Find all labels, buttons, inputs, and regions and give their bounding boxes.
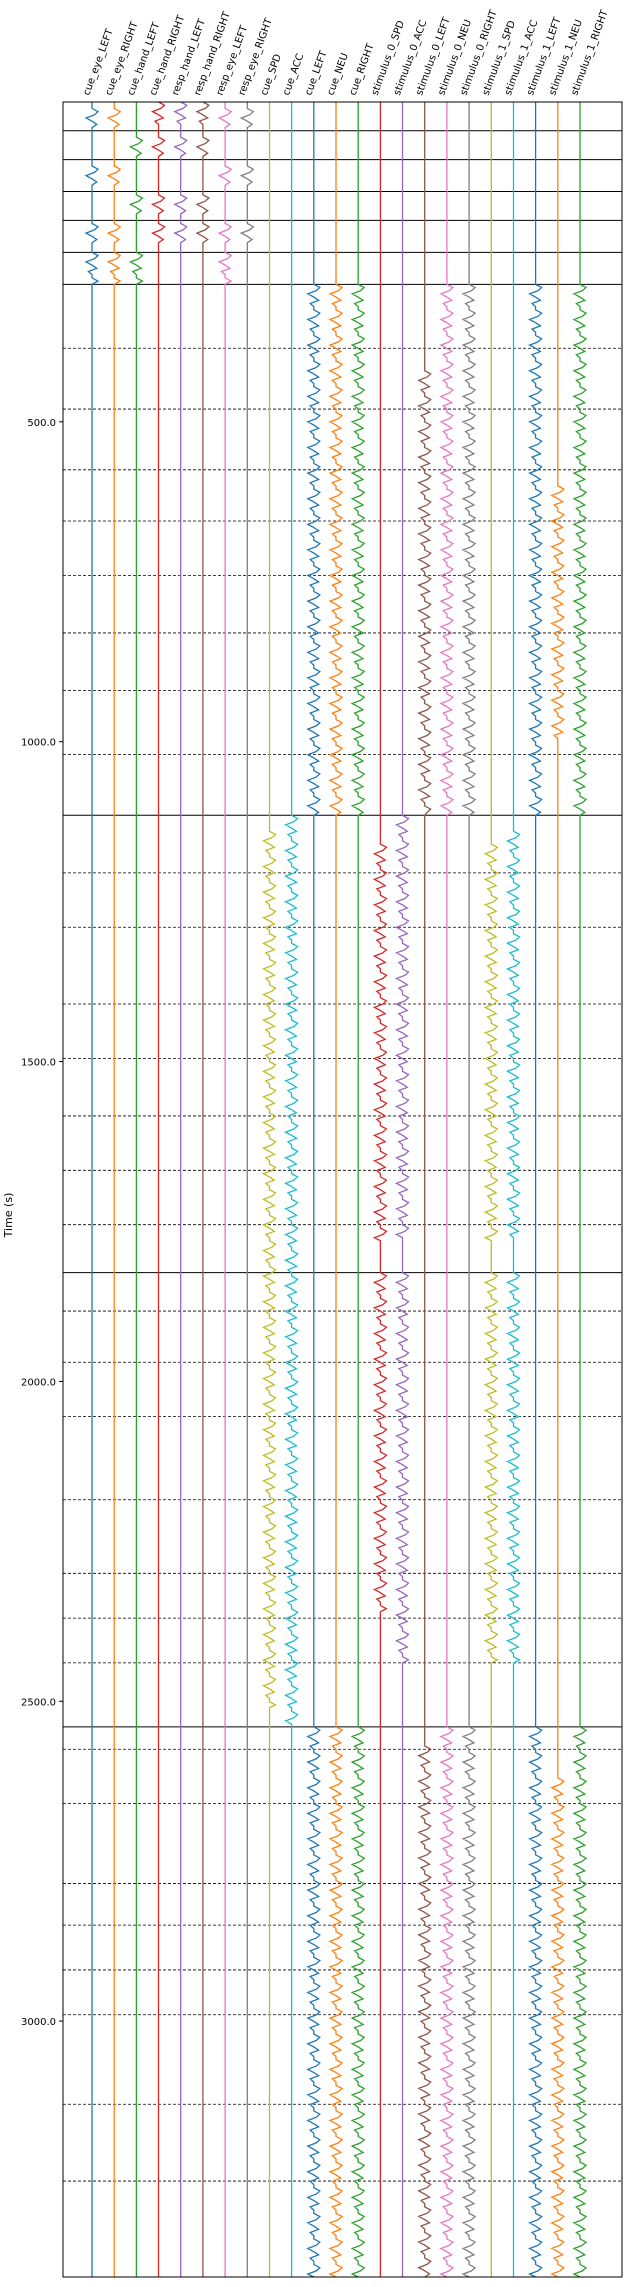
y-tick-label: 500.0	[27, 418, 56, 429]
y-axis-label: Time (s)	[2, 1193, 15, 1239]
series-line-cue_eye_RIGHT	[106, 102, 122, 2277]
series-line-stimulus_0_RIGHT	[461, 102, 477, 2278]
plot-frame	[62, 101, 623, 2278]
channel-labels: cue_eye_LEFTcue_eye_RIGHTcue_hand_LEFTcu…	[81, 8, 610, 97]
series-line-stimulus_1_NEU	[550, 102, 565, 2278]
series-line-resp_hand_RIGHT	[195, 101, 211, 2277]
series-line-stimulus_1_RIGHT	[572, 102, 588, 2278]
series-label-cue_ACC: cue_ACC	[281, 52, 306, 97]
series-line-cue_eye_LEFT	[84, 102, 100, 2277]
series-line-stimulus_1_LEFT	[527, 102, 543, 2278]
series-line-stimulus_0_LEFT	[417, 102, 432, 2278]
series-line-resp_eye_RIGHT	[239, 102, 255, 2277]
series-line-stimulus_1_ACC	[505, 102, 521, 2277]
series-line-stimulus_0_NEU	[439, 102, 455, 2278]
series-line-stimulus_0_SPD	[372, 102, 388, 2277]
series-label-cue_SPD: cue_SPD	[259, 53, 284, 98]
y-axis: 500.0 1000.0 1500.0 2000.0 2500.0 3000.0	[21, 418, 63, 2028]
y-tick-label: 2500.0	[21, 1697, 56, 1708]
series-line-stimulus_0_ACC	[394, 102, 410, 2277]
y-tick-label: 1000.0	[21, 738, 56, 749]
series-line-cue_LEFT	[306, 102, 321, 2278]
series-line-stimulus_1_SPD	[483, 102, 499, 2277]
y-tick-label: 2000.0	[21, 1377, 56, 1388]
series-line-cue_RIGHT	[350, 102, 366, 2278]
series-line-cue_NEU	[328, 102, 344, 2278]
series-line-resp_eye_LEFT	[217, 102, 233, 2277]
channel-traces	[84, 101, 588, 2278]
series-label-cue_NEU: cue_NEU	[325, 52, 350, 97]
y-tick-label: 1500.0	[21, 1058, 56, 1069]
series-line-cue_ACC	[284, 102, 299, 2277]
series-line-resp_hand_LEFT	[173, 101, 188, 2277]
series-line-cue_hand_RIGHT	[150, 101, 166, 2277]
series-line-cue_hand_LEFT	[128, 102, 144, 2277]
series-line-cue_SPD	[261, 102, 277, 2277]
y-tick-label: 3000.0	[21, 2017, 56, 2028]
